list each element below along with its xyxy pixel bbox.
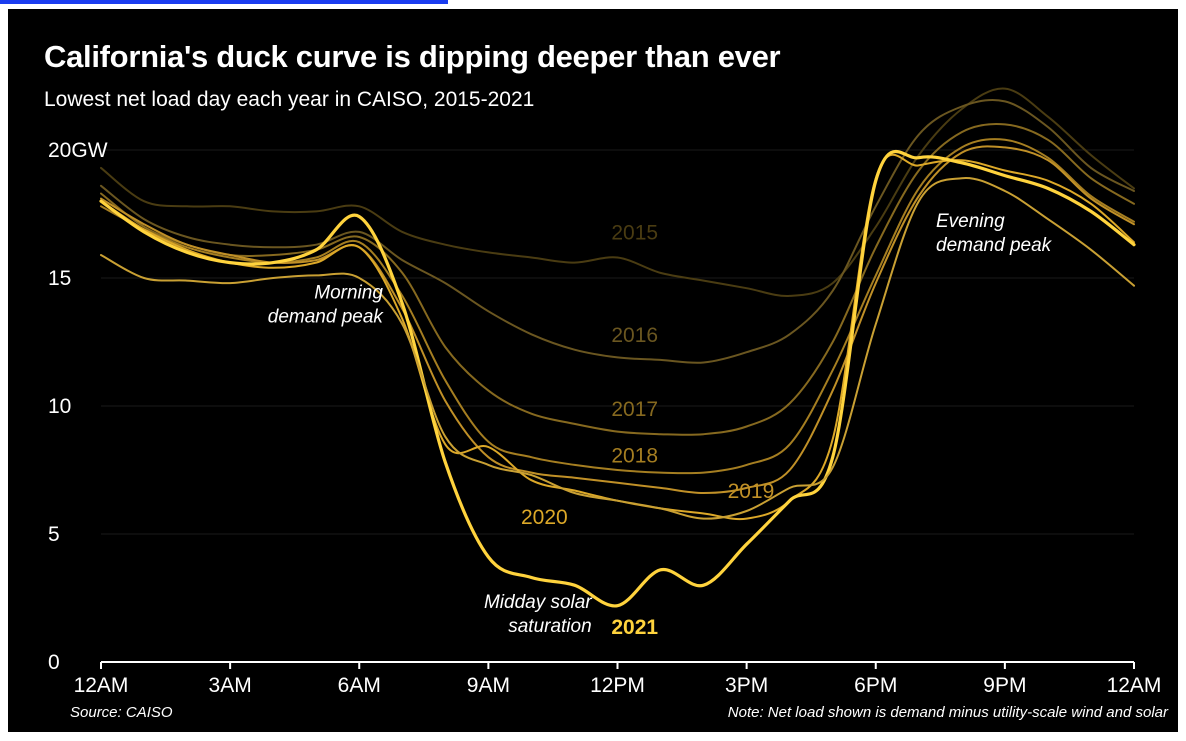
y-tick-label: 20GW — [48, 139, 108, 162]
series-label-2017: 2017 — [611, 398, 658, 421]
annotation-line: Morning — [314, 282, 383, 303]
annotation-line: Midday solar — [484, 592, 592, 613]
source-note: Source: CAISO — [70, 704, 173, 721]
x-axis-ticks: 12AM 3AM 6AM 9AM 12PM 3PM 6PM 9PM 12AM — [74, 662, 1162, 697]
chart-card: 20GW 15 10 5 0 12AM 3AM 6AM 9AM 12PM 3PM 6PM 9PM 12A… — [8, 9, 1178, 732]
x-tick-label: 9AM — [467, 674, 510, 697]
annotation-line: demand peak — [936, 235, 1053, 256]
top-link-underline[interactable] — [0, 0, 448, 4]
series-line-2019 — [100, 145, 1135, 494]
annotation-line: demand peak — [268, 306, 385, 327]
x-tick-label: 12AM — [74, 674, 129, 697]
series-label-2016: 2016 — [611, 324, 658, 347]
series-line-2017 — [100, 122, 1135, 436]
x-tick-label: 12AM — [1107, 674, 1162, 697]
x-tick-label: 3PM — [725, 674, 768, 697]
y-tick-label: 5 — [48, 523, 60, 546]
x-tick-label: 6PM — [854, 674, 897, 697]
annotation-2: Midday solar saturation — [484, 592, 592, 637]
chart-subtitle: Lowest net load day each year in CAISO, … — [44, 88, 535, 111]
series-label-2018: 2018 — [611, 444, 658, 467]
series-line-2018 — [100, 138, 1135, 475]
method-note: Note: Net load shown is demand minus uti… — [728, 704, 1169, 721]
series-label-2019: 2019 — [728, 480, 775, 503]
x-tick-label: 3AM — [209, 674, 252, 697]
y-axis-ticks: 20GW 15 10 5 0 — [48, 139, 108, 674]
x-tick-label: 12PM — [590, 674, 645, 697]
annotation-line: saturation — [508, 616, 591, 637]
series-line-2021 — [99, 150, 1136, 608]
chart-title: California's duck curve is dipping deepe… — [44, 39, 781, 74]
annotation-line: Evening — [936, 211, 1005, 232]
series-line-2015 — [100, 87, 1135, 297]
annotations: Morning demand peak Evening demand peak Midd… — [268, 211, 1053, 637]
x-tick-label: 6AM — [338, 674, 381, 697]
series-line-unlabeled-7 — [100, 176, 1135, 520]
series-label-2021: 2021 — [611, 616, 658, 639]
annotation-1: Evening demand peak — [936, 211, 1053, 256]
series-line-2016 — [100, 98, 1135, 364]
y-tick-label: 10 — [48, 395, 71, 418]
series-label-2015: 2015 — [611, 222, 658, 245]
y-tick-label: 15 — [48, 267, 71, 290]
series-labels: 2015 2016 2017 2018 2019 2020 2021 — [521, 222, 774, 639]
y-tick-label: 0 — [48, 651, 60, 674]
series-label-2020: 2020 — [521, 506, 568, 529]
annotation-0: Morning demand peak — [268, 282, 385, 327]
x-tick-label: 9PM — [983, 674, 1026, 697]
series-lines — [99, 87, 1136, 608]
